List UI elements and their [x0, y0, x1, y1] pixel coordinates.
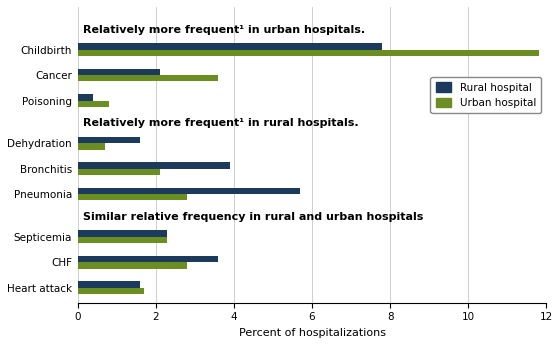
Legend: Rural hospital, Urban hospital: Rural hospital, Urban hospital: [431, 77, 541, 113]
Text: Relatively more frequent¹ in urban hospitals.: Relatively more frequent¹ in urban hospi…: [83, 25, 366, 35]
Bar: [78, 237, 167, 243]
Bar: [78, 194, 187, 200]
Bar: [78, 94, 94, 100]
Bar: [78, 75, 218, 81]
Bar: [78, 262, 187, 269]
Bar: [78, 137, 140, 143]
Bar: [78, 69, 160, 75]
X-axis label: Percent of hospitalizations: Percent of hospitalizations: [239, 328, 385, 338]
Bar: [78, 256, 218, 262]
Bar: [78, 281, 140, 288]
Bar: [78, 50, 539, 56]
Bar: [78, 169, 160, 175]
Bar: [78, 188, 300, 194]
Text: Relatively more frequent¹ in rural hospitals.: Relatively more frequent¹ in rural hospi…: [83, 118, 359, 128]
Bar: [78, 100, 109, 107]
Bar: [78, 288, 144, 294]
Bar: [78, 43, 382, 50]
Bar: [78, 162, 230, 169]
Bar: [78, 143, 105, 150]
Text: Similar relative frequency in rural and urban hospitals: Similar relative frequency in rural and …: [83, 212, 424, 222]
Bar: [78, 230, 167, 237]
